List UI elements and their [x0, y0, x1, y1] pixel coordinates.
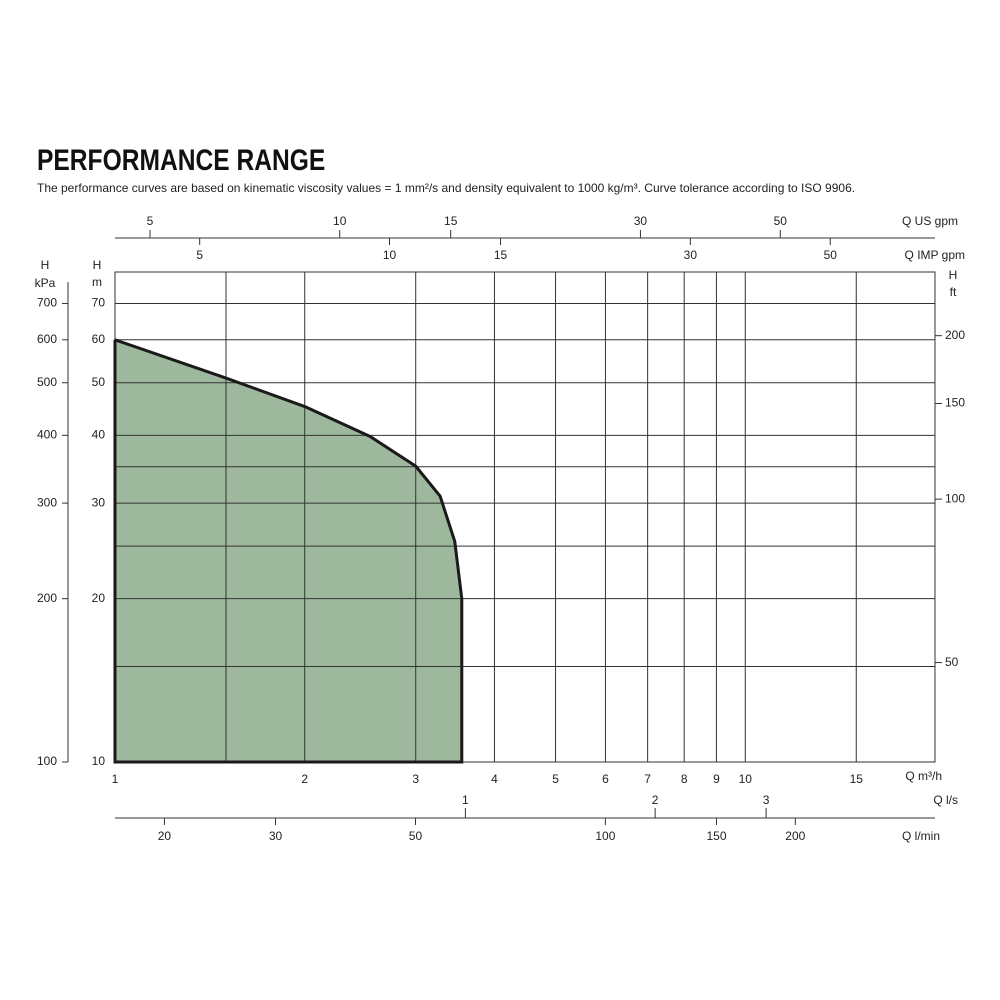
y-axis-label: H: [93, 258, 102, 272]
x-tick-label: 1: [112, 772, 119, 786]
tick-label: 600: [37, 332, 57, 346]
tick-label: 30: [634, 214, 648, 228]
axis-label: ft: [950, 285, 957, 299]
y-tick-label: 40: [92, 428, 106, 442]
tick-label: 500: [37, 375, 57, 389]
tick-label: 300: [37, 495, 57, 509]
tick-label: 15: [494, 248, 508, 262]
axis-label: Q US gpm: [902, 214, 958, 228]
chart-title: PERFORMANCE RANGE: [37, 143, 325, 177]
x-tick-label: 15: [850, 772, 864, 786]
tick-label: 150: [945, 396, 965, 410]
performance-curve: [114, 338, 464, 599]
y-tick-label: 30: [92, 495, 106, 509]
x-tick-label: 7: [644, 772, 651, 786]
tick-label: 50: [409, 829, 423, 843]
y-tick-label: 20: [92, 591, 106, 605]
tick-label: 100: [595, 829, 615, 843]
tick-label: 100: [945, 491, 965, 505]
axis-label: H: [949, 268, 958, 282]
axis-label: Q IMP gpm: [905, 248, 965, 262]
tick-label: 10: [333, 214, 347, 228]
tick-label: 700: [37, 296, 57, 310]
x-tick-label: 8: [681, 772, 688, 786]
tick-label: 50: [774, 214, 788, 228]
tick-label: 5: [147, 214, 154, 228]
chart-subtitle: The performance curves are based on kine…: [37, 181, 855, 195]
y-tick-label: 70: [92, 296, 106, 310]
x-tick-label: 6: [602, 772, 609, 786]
performance-area: [115, 339, 462, 762]
x-tick-label: 10: [739, 772, 753, 786]
range-boundary: [113, 339, 464, 764]
axis-label: Q l/min: [902, 829, 940, 843]
tick-label: 1: [462, 793, 469, 807]
tick-label: 150: [706, 829, 726, 843]
tick-label: 400: [37, 428, 57, 442]
tick-label: 20: [158, 829, 172, 843]
axis-label: Q l/s: [933, 793, 958, 807]
tick-label: 50: [945, 655, 959, 669]
y-tick-label: 50: [92, 375, 106, 389]
tick-label: 5: [196, 248, 203, 262]
x-tick-label: 4: [491, 772, 498, 786]
tick-label: 100: [37, 754, 57, 768]
tick-label: 10: [383, 248, 397, 262]
tick-label: 30: [269, 829, 283, 843]
axis-label: kPa: [35, 276, 56, 290]
y-axis-label: m: [92, 275, 102, 289]
x-axis-label: Q m³/h: [905, 769, 942, 783]
tick-label: 200: [785, 829, 805, 843]
tick-label: 2: [652, 793, 659, 807]
y-tick-label: 60: [92, 332, 106, 346]
tick-label: 30: [684, 248, 698, 262]
tick-label: 15: [444, 214, 458, 228]
x-tick-label: 2: [301, 772, 308, 786]
tick-label: 3: [763, 793, 770, 807]
x-tick-label: 3: [412, 772, 419, 786]
tick-label: 200: [37, 591, 57, 605]
axis-label: H: [41, 258, 50, 272]
tick-label: 200: [945, 328, 965, 342]
tick-label: 50: [824, 248, 838, 262]
x-tick-label: 9: [713, 772, 720, 786]
x-tick-label: 5: [552, 772, 559, 786]
y-tick-label: 10: [92, 754, 106, 768]
